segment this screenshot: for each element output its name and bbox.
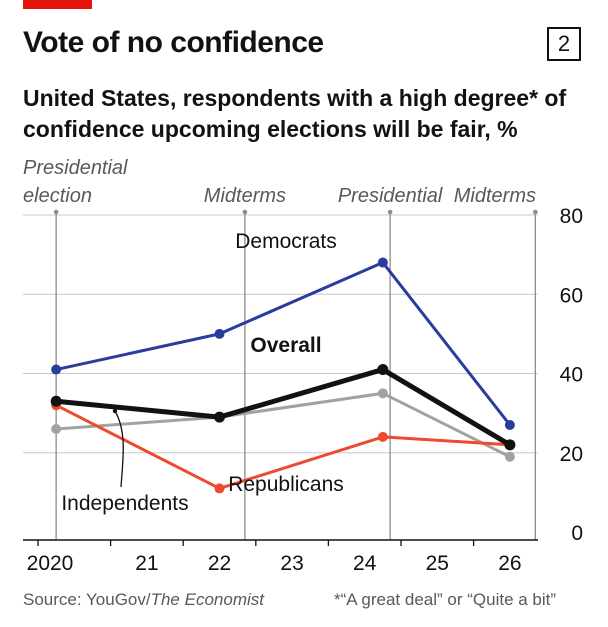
event-line-cap-3 [533,209,538,215]
x-tick-label: 26 [498,552,521,575]
series-line-overall [53,367,513,448]
series-label-overall: Overall [250,334,321,357]
series-line-democrats [54,261,512,427]
y-tick-label: 80 [560,205,583,228]
event-label: Presidential [338,185,443,207]
event-label: Midterms [204,185,286,207]
data-point-republicans [214,483,225,494]
x-tick-label: 24 [353,552,377,575]
data-point-overall [377,364,389,376]
event-label: Midterms [454,185,536,207]
data-point-democrats [214,328,225,339]
y-tick-label: 0 [571,522,583,545]
y-tick-label: 20 [560,443,583,466]
y-tick-label: 60 [560,284,583,307]
source-note: Source: YouGov/The Economist [23,590,264,610]
series-label-democrats: Democrats [235,230,337,253]
event-line-cap-0 [53,209,59,215]
chart-number-badge: 2 [547,27,581,61]
x-tick-label: 25 [426,552,449,575]
independents-leader-dot [112,408,118,414]
source-prefix: Source: YouGov/ [23,590,151,609]
source-publication: The Economist [150,590,264,609]
data-point-overall [504,439,516,451]
data-point-democrats [51,364,62,375]
data-point-democrats [504,420,515,431]
data-point-independents [377,388,388,399]
chart-title: Vote of no confidence [23,26,324,59]
x-tick-label: 21 [135,552,158,575]
event-line-cap-2 [387,209,393,215]
data-point-independents [504,451,515,462]
data-point-overall [50,395,62,407]
x-tick-label: 22 [208,552,231,575]
series-line-republicans [54,403,512,490]
independents-leader-line [114,410,124,488]
x-tick-label: 2020 [27,552,74,575]
data-point-democrats [377,257,388,268]
series-label-republicans: Republicans [228,473,344,496]
data-point-republicans [377,431,388,442]
footnote: *“A great deal” or “Quite a bit” [334,590,557,609]
data-point-independents [51,423,62,434]
event-line-cap-1 [242,209,248,215]
event-label: election [23,185,92,207]
chart-subtitle: United States, respondents with a high d… [23,85,567,142]
series-line-independents [54,391,512,459]
event-label: Presidential [23,157,128,179]
x-tick-label: 23 [280,552,303,575]
y-tick-label: 40 [560,364,583,387]
chart-svg: 0 20 40 60 80 Presidential election Midterms Pre… [23,157,583,575]
data-point-overall [214,411,225,423]
series-label-independents: Independents [61,492,188,515]
brand-red-tag [23,0,92,9]
